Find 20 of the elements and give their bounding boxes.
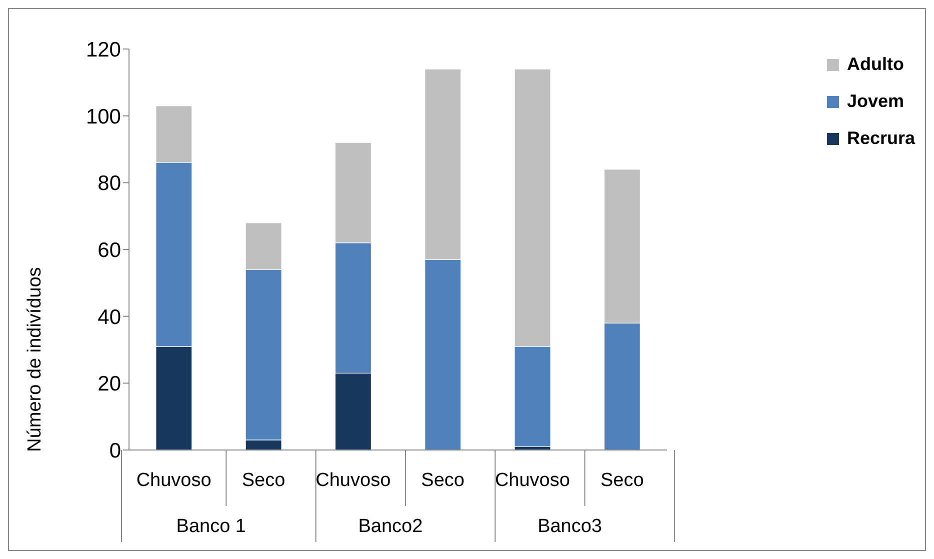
x-tick-label: Chuvoso	[494, 470, 570, 491]
x-tick-label: Seco	[600, 470, 644, 491]
y-tick-label: 40	[98, 306, 121, 329]
y-tick-label: 60	[98, 238, 121, 262]
text: Banco 1	[176, 516, 246, 537]
x-tick-label: Chuvoso	[136, 470, 212, 491]
legend-label: Adulto	[846, 54, 904, 75]
text: Banco2	[358, 516, 423, 537]
legend-label: Jovem	[846, 91, 904, 112]
text: Banco3	[538, 516, 602, 537]
y-tick-label: 120	[86, 38, 121, 62]
x-tick-label: Seco	[242, 470, 286, 491]
x-tick-label: Chuvoso	[316, 470, 391, 491]
legend-label: Recrura	[846, 128, 915, 149]
y-tick-label: 20	[98, 372, 121, 396]
y-tick-label: 100	[86, 105, 121, 128]
y-tick-label: 80	[98, 172, 121, 196]
y-axis-title: Número de indivíduos	[24, 267, 46, 452]
y-tick-label: 0	[109, 439, 121, 462]
x-tick-label: Seco	[421, 470, 464, 491]
